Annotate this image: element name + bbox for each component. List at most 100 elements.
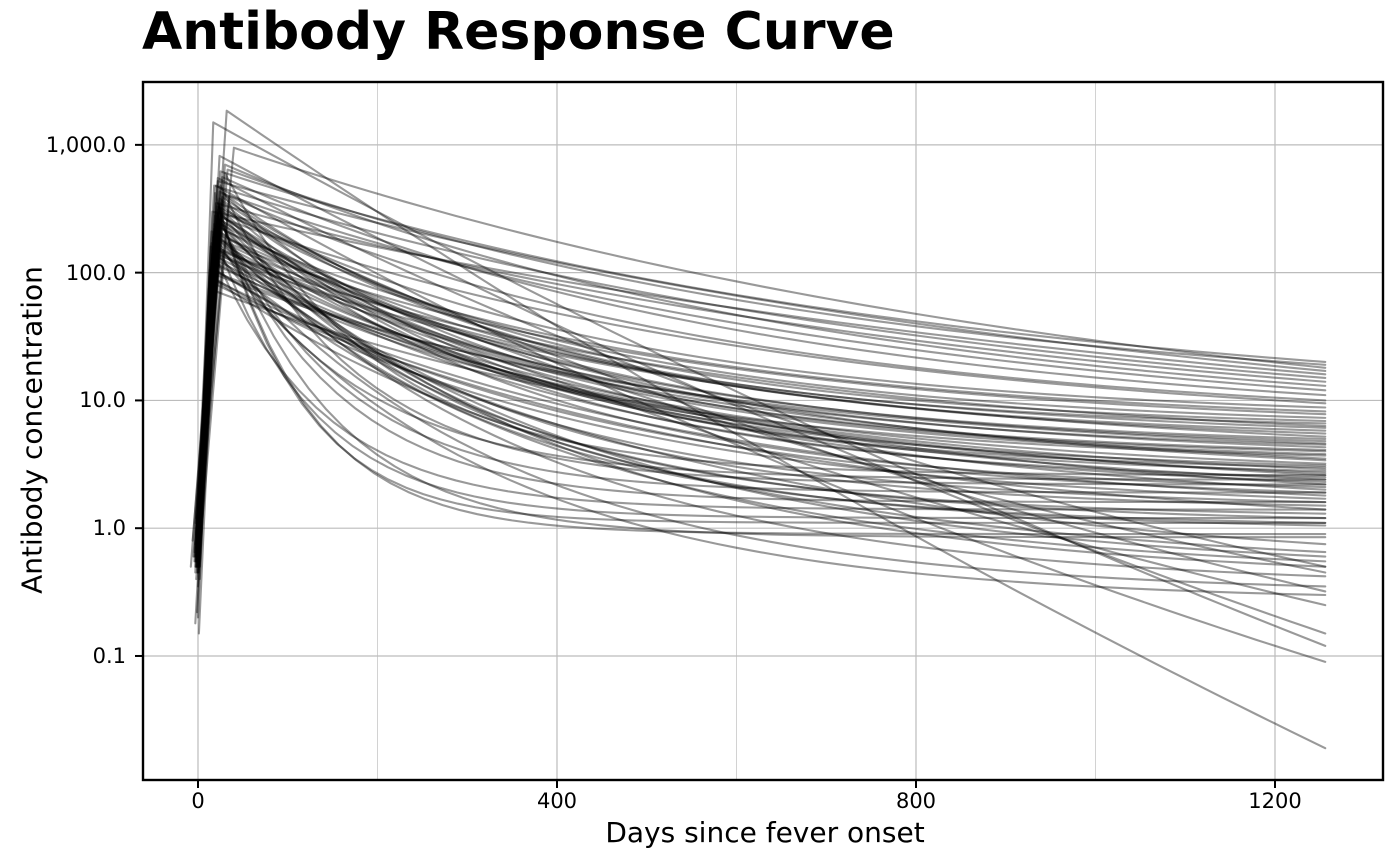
- antibody-curve: [196, 194, 1327, 574]
- antibody-curve: [195, 180, 1327, 550]
- antibody-curve: [196, 154, 1327, 635]
- antibody-curve: [196, 249, 1327, 536]
- antibody-curve: [196, 230, 1327, 542]
- antibody-curve: [196, 230, 1327, 578]
- antibody-curve: [196, 240, 1327, 550]
- antibody-curve: [196, 202, 1327, 614]
- y-tick-label-1000: 1,000.0: [45, 133, 126, 157]
- antibody-curve: [195, 238, 1327, 546]
- antibody-curve: [194, 184, 1327, 568]
- x-tick-label-0: 0: [191, 789, 205, 813]
- antibody-curve: [198, 176, 1327, 568]
- antibody-curve: [196, 268, 1327, 568]
- antibody-curve: [198, 175, 1327, 536]
- antibody-curve: [197, 277, 1327, 530]
- antibody-curves: [189, 109, 1327, 750]
- antibody-curve: [197, 210, 1327, 593]
- antibody-curve: [195, 223, 1327, 550]
- antibody-curve: [191, 218, 1327, 568]
- antibody-curve: [195, 168, 1327, 520]
- plot-border: [141, 80, 1385, 782]
- antibody-curve: [196, 170, 1327, 558]
- antibody-curve: [197, 218, 1327, 635]
- antibody-curve: [193, 230, 1327, 574]
- antibody-curve: [194, 197, 1327, 524]
- antibody-curve: [196, 287, 1327, 536]
- antibody-curve: [195, 220, 1327, 536]
- antibody-curve: [195, 238, 1327, 568]
- antibody-curve: [195, 249, 1327, 607]
- antibody-curve: [196, 218, 1327, 574]
- antibody-curve: [198, 210, 1327, 539]
- antibody-curve: [194, 259, 1327, 558]
- antibody-curve: [195, 208, 1327, 558]
- antibody-curve: [196, 225, 1327, 558]
- antibody-curve: [196, 249, 1327, 597]
- x-tick-label-1200: 1200: [1248, 789, 1302, 813]
- antibody-curve: [192, 202, 1327, 558]
- antibody-curve: [196, 210, 1327, 558]
- antibody-curve: [196, 216, 1327, 554]
- antibody-curve: [196, 223, 1327, 568]
- antibody-curve: [195, 109, 1327, 750]
- antibody-curve: [196, 266, 1327, 619]
- x-tick-label-800: 800: [895, 789, 937, 813]
- antibody-curve: [189, 212, 1327, 568]
- antibody-curve: [198, 249, 1327, 581]
- antibody-curve: [196, 261, 1327, 588]
- antibody-curve: [198, 235, 1327, 568]
- antibody-curve: [195, 271, 1327, 554]
- antibody-curve: [195, 205, 1327, 539]
- gridlines-minor: [377, 82, 1096, 780]
- antibody-curve: [196, 242, 1327, 533]
- antibody-curve: [196, 245, 1327, 568]
- antibody-curve: [197, 163, 1327, 530]
- antibody-curve: [196, 266, 1327, 527]
- antibody-curve: [193, 223, 1327, 554]
- antibody-curve: [193, 252, 1327, 563]
- antibody-curve: [196, 146, 1327, 542]
- y-tick-label-1: 1.0: [92, 516, 126, 540]
- y-tick-label-10: 10.0: [79, 388, 126, 412]
- antibody-curve: [197, 233, 1327, 558]
- y-axis-label: Antibody concentration: [15, 266, 49, 594]
- antibody-curve: [198, 227, 1327, 568]
- antibody-curve: [198, 237, 1327, 563]
- antibody-curve: [196, 247, 1327, 563]
- antibody-curve: [194, 202, 1327, 563]
- antibody-curve: [197, 257, 1327, 550]
- antibody-curve: [195, 233, 1327, 568]
- antibody-curve: [196, 196, 1327, 574]
- antibody-curve: [197, 245, 1327, 568]
- antibody-curve: [198, 191, 1327, 554]
- antibody-curve: [195, 191, 1327, 563]
- antibody-curve: [197, 214, 1327, 554]
- antibody-curve: [197, 172, 1327, 550]
- chart-title: Antibody Response Curve: [142, 2, 895, 62]
- axis-ticks: [135, 143, 1276, 788]
- antibody-curve: [198, 280, 1327, 554]
- antibody-curve: [196, 214, 1327, 546]
- x-tick-label-400: 400: [536, 789, 578, 813]
- gridlines-major: [143, 82, 1383, 780]
- antibody-curve: [194, 252, 1327, 625]
- antibody-curve: [196, 218, 1327, 550]
- antibody-curve: [196, 227, 1327, 542]
- antibody-curve: [196, 193, 1327, 536]
- antibody-curve: [194, 207, 1327, 546]
- antibody-curve: [196, 274, 1327, 542]
- antibody-curve: [195, 277, 1327, 558]
- antibody-curve: [196, 190, 1327, 546]
- antibody-curve: [194, 184, 1327, 663]
- antibody-curve: [196, 252, 1327, 568]
- antibody-curve: [196, 235, 1327, 558]
- antibody-curve: [197, 242, 1327, 588]
- antibody-curve: [197, 200, 1327, 558]
- antibody-curve: [196, 184, 1327, 542]
- x-axis-label: Days since fever onset: [605, 816, 925, 849]
- antibody-curve: [196, 205, 1327, 522]
- y-tick-label-100: 100.0: [65, 261, 126, 285]
